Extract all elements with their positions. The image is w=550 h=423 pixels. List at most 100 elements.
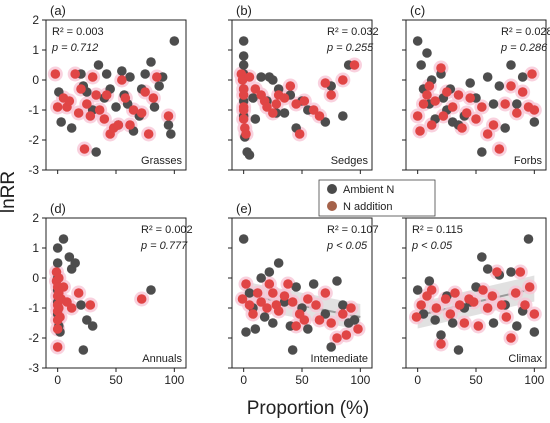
point-ambient-n	[259, 312, 270, 322]
point-ambient-n	[338, 111, 348, 121]
point-ambient-n	[70, 258, 80, 268]
point-n-addition	[416, 300, 426, 310]
point-ambient-n	[506, 267, 516, 277]
point-n-addition	[73, 288, 84, 298]
x-tick-label: 50	[295, 373, 309, 387]
point-ambient-n	[238, 60, 249, 70]
point-ambient-n	[125, 72, 135, 82]
point-ambient-n	[500, 123, 510, 133]
legend-label-ambient: Ambient N	[343, 184, 394, 196]
p-value-label: p = 0.777	[140, 240, 188, 252]
point-ambient-n	[64, 252, 75, 262]
point-ambient-n	[303, 324, 313, 334]
point-n-addition	[438, 111, 449, 121]
point-n-addition	[332, 333, 342, 343]
x-axis-label: Proportion (%)	[247, 398, 370, 419]
point-n-addition	[411, 312, 422, 322]
point-n-addition	[478, 285, 488, 295]
group-label: Forbs	[514, 155, 543, 167]
point-ambient-n	[244, 288, 255, 298]
point-ambient-n	[477, 252, 487, 262]
point-ambient-n	[93, 60, 104, 70]
point-n-addition	[287, 297, 298, 307]
x-tick-label: 100	[164, 373, 184, 387]
point-ambient-n	[238, 234, 249, 244]
point-n-addition	[494, 144, 505, 154]
point-ambient-n	[111, 102, 121, 112]
point-n-addition	[238, 105, 249, 115]
point-n-addition	[128, 105, 139, 115]
point-ambient-n	[436, 330, 446, 340]
point-ambient-n	[308, 279, 319, 289]
point-ambient-n	[412, 285, 423, 295]
y-tick-label: -3	[28, 163, 39, 177]
point-n-addition	[512, 108, 522, 118]
point-n-addition	[73, 108, 84, 118]
point-ambient-n	[482, 264, 493, 274]
x-tick-label: 50	[469, 373, 483, 387]
point-n-addition	[457, 123, 467, 133]
r-squared-label: R² = 0.115	[412, 224, 463, 236]
point-n-addition	[418, 99, 429, 109]
point-n-addition	[445, 309, 456, 319]
point-n-addition	[262, 303, 272, 313]
p-value-label: p = 0.712	[51, 42, 98, 54]
point-ambient-n	[422, 48, 432, 58]
point-ambient-n	[166, 129, 176, 139]
point-n-addition	[143, 129, 154, 139]
point-n-addition	[314, 315, 325, 325]
r-squared-label: R² = 0.028	[501, 26, 550, 38]
point-n-addition	[442, 87, 452, 97]
point-ambient-n	[279, 108, 290, 118]
point-ambient-n	[52, 243, 63, 253]
point-ambient-n	[326, 342, 336, 352]
panel-label: (b)	[236, 3, 252, 18]
point-ambient-n	[268, 75, 278, 85]
point-n-addition	[237, 294, 248, 304]
point-n-addition	[473, 321, 484, 331]
point-n-addition	[52, 342, 63, 352]
point-n-addition	[527, 69, 537, 79]
point-ambient-n	[256, 72, 266, 82]
point-n-addition	[436, 339, 446, 349]
point-n-addition	[506, 333, 516, 343]
point-n-addition	[338, 75, 348, 85]
point-ambient-n	[320, 309, 331, 319]
point-n-addition	[303, 294, 313, 304]
point-ambient-n	[512, 99, 522, 109]
group-label: Sedges	[331, 155, 369, 167]
y-tick-label: 2	[32, 211, 39, 225]
point-n-addition	[426, 285, 437, 295]
point-n-addition	[424, 81, 435, 91]
point-n-addition	[70, 69, 80, 79]
group-label: Climax	[508, 353, 542, 365]
point-ambient-n	[78, 345, 89, 355]
point-n-addition	[99, 114, 110, 124]
point-n-addition	[273, 306, 284, 316]
point-ambient-n	[163, 120, 174, 130]
panel-b: (b) R² = 0.032 p = 0.255 Sedges	[228, 3, 379, 174]
point-ambient-n	[320, 117, 331, 127]
point-ambient-n	[52, 258, 63, 268]
point-ambient-n	[506, 60, 516, 70]
panel-d: 2 1 0 -1 -2 -3 0 50 100 (d) R² = 0.002 p = 0.777 Ann…	[28, 201, 192, 387]
point-n-addition	[279, 93, 290, 103]
point-n-addition	[341, 330, 352, 340]
point-ambient-n	[149, 102, 160, 112]
point-n-addition	[501, 312, 512, 322]
p-value-label: p < 0.05	[326, 240, 368, 252]
point-ambient-n	[146, 285, 156, 295]
group-label: Annuals	[142, 353, 182, 365]
point-n-addition	[66, 303, 77, 313]
point-ambient-n	[424, 276, 435, 286]
point-n-addition	[125, 120, 135, 130]
point-n-addition	[117, 75, 127, 85]
point-ambient-n	[291, 282, 301, 292]
point-ambient-n	[248, 93, 258, 103]
point-n-addition	[326, 318, 336, 328]
panel-frame	[45, 217, 187, 369]
point-n-addition	[515, 267, 526, 277]
point-n-addition	[52, 324, 63, 334]
panel-label: (d)	[50, 201, 66, 216]
